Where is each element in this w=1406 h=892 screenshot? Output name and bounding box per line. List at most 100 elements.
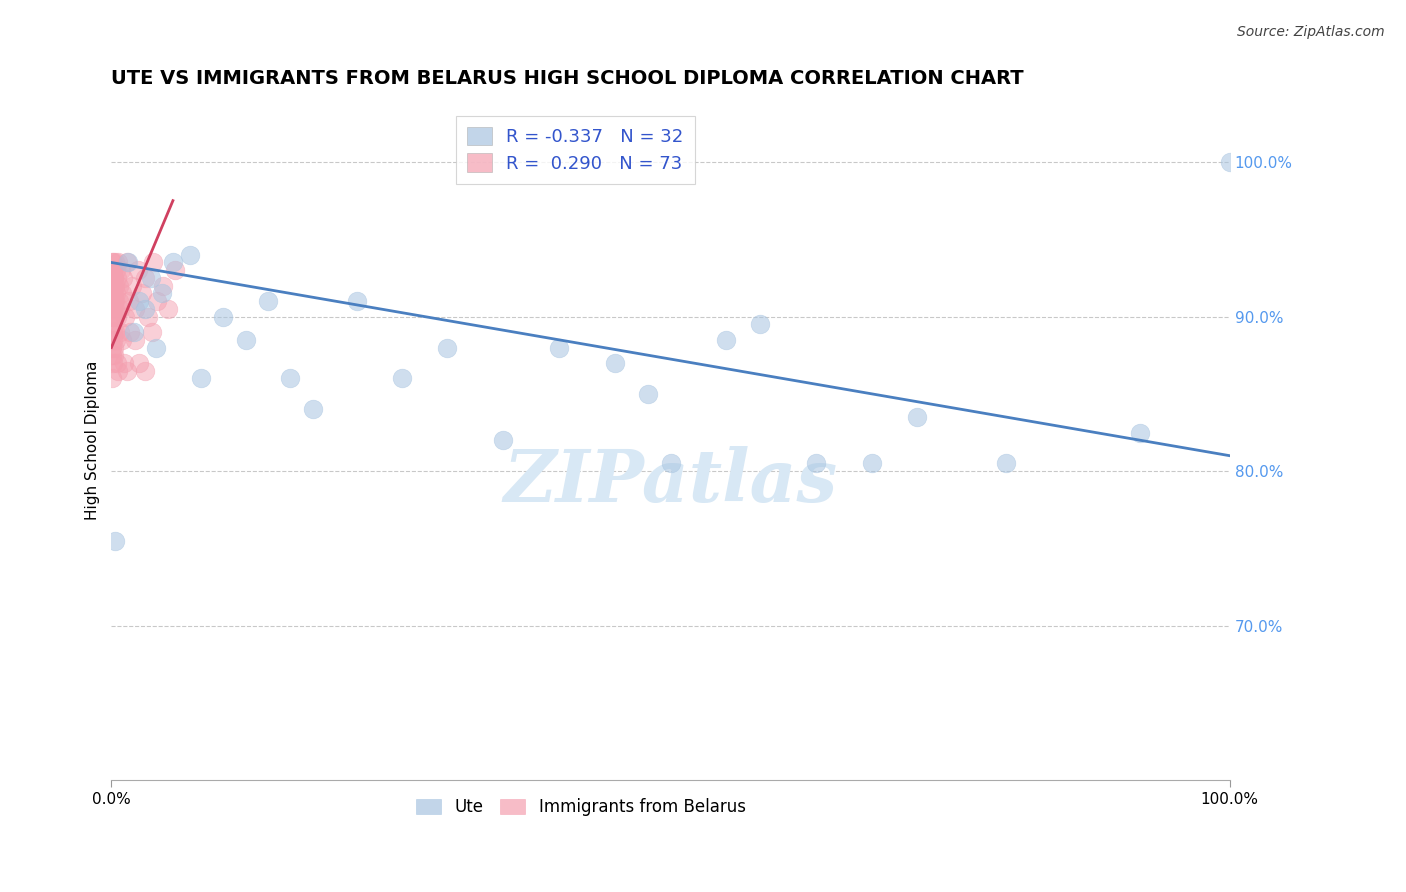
Point [122,325,145,339]
Point [128,356,150,370]
Point [136,310,159,324]
Point [115,255,138,269]
Point [103,341,125,355]
Point [108,278,131,293]
Point [104,294,127,309]
Point [547,341,569,355]
Point [105,271,128,285]
Point [139,271,162,285]
Point [111,333,134,347]
Point [100,286,122,301]
Text: Source: ZipAtlas.com: Source: ZipAtlas.com [1237,25,1385,39]
Point [104,333,127,347]
Point [134,364,156,378]
Point [165,263,187,277]
Point [114,310,136,324]
Point [101,310,124,324]
Point [104,533,127,548]
Point [101,271,124,285]
Point [150,286,173,301]
Point [104,325,127,339]
Point [145,341,167,355]
Point [101,263,124,277]
Point [103,318,125,332]
Point [1129,425,1152,440]
Point [905,410,928,425]
Point [112,356,135,370]
Y-axis label: High School Diploma: High School Diploma [86,360,100,520]
Point [124,333,146,347]
Point [101,348,124,362]
Point [146,294,169,309]
Point [101,356,124,370]
Point [103,271,125,285]
Point [107,364,129,378]
Point [121,278,143,293]
Point [101,325,124,339]
Point [108,301,131,316]
Point [152,278,174,293]
Point [107,294,129,309]
Point [492,434,515,448]
Point [157,301,180,316]
Point [716,333,738,347]
Point [124,301,146,316]
Point [120,325,142,339]
Point [105,310,128,324]
Point [212,310,235,324]
Point [101,294,124,309]
Point [107,255,129,269]
Point [103,310,125,324]
Point [391,371,413,385]
Point [637,387,659,401]
Point [110,263,132,277]
Point [103,301,125,316]
Point [105,286,128,301]
Point [111,286,134,301]
Point [346,294,368,309]
Point [190,371,212,385]
Point [103,348,125,362]
Legend: Ute, Immigrants from Belarus: Ute, Immigrants from Belarus [409,791,752,823]
Point [104,301,127,316]
Point [103,271,125,285]
Point [257,294,280,309]
Point [436,341,458,355]
Point [101,286,124,301]
Point [860,457,883,471]
Point [128,294,150,309]
Point [101,301,124,316]
Point [134,301,156,316]
Point [134,271,156,285]
Point [235,333,257,347]
Point [131,286,153,301]
Point [995,457,1018,471]
Point [117,255,139,269]
Point [101,310,124,324]
Point [127,263,149,277]
Point [141,325,163,339]
Point [112,271,135,285]
Point [103,294,125,309]
Point [103,263,125,277]
Point [142,255,165,269]
Point [100,263,122,277]
Point [104,278,127,293]
Point [301,402,323,417]
Point [105,356,128,370]
Point [118,294,141,309]
Point [749,318,772,332]
Point [101,333,124,347]
Point [804,457,827,471]
Point [103,278,125,293]
Point [115,364,138,378]
Point [101,271,124,285]
Point [1219,155,1241,169]
Text: UTE VS IMMIGRANTS FROM BELARUS HIGH SCHOOL DIPLOMA CORRELATION CHART: UTE VS IMMIGRANTS FROM BELARUS HIGH SCHO… [111,69,1024,87]
Point [280,371,302,385]
Point [101,341,124,355]
Point [603,356,626,370]
Point [179,248,201,262]
Point [108,325,131,339]
Point [103,255,125,269]
